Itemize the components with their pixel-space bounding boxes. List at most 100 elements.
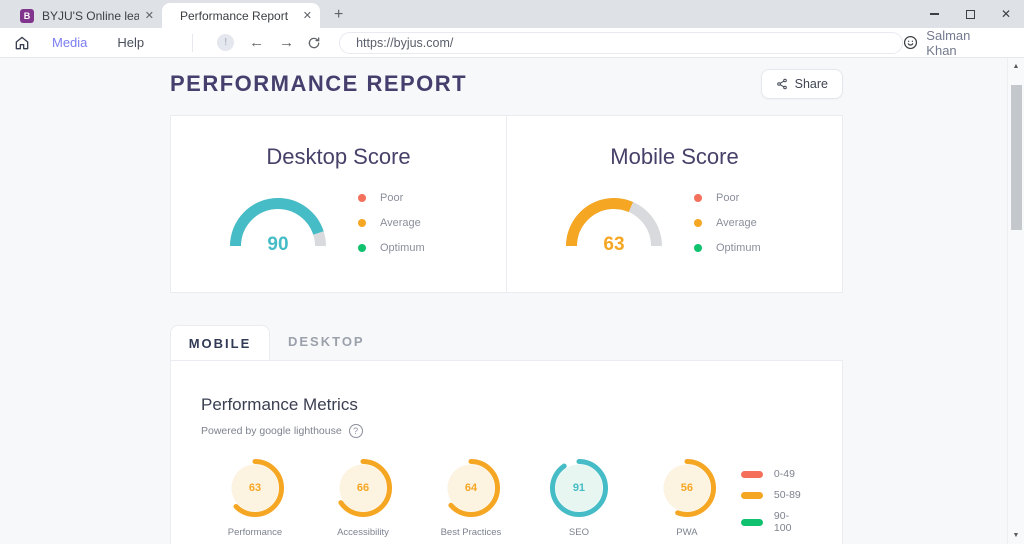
gauge-value: 91 xyxy=(572,482,586,494)
gauge-value: 63 xyxy=(603,234,625,255)
range-poor-pill-icon xyxy=(740,470,763,478)
card-title: Mobile Score xyxy=(610,144,739,169)
legend-item: Poor xyxy=(694,192,761,204)
desktop-score-card: Desktop Score 90 Poor xyxy=(170,115,507,293)
menu-item-help[interactable]: Help xyxy=(117,35,145,50)
maximize-icon xyxy=(965,9,975,19)
best-practices-gauge: 64 xyxy=(441,458,501,518)
legend-item: 0-49 xyxy=(740,468,806,480)
forward-button[interactable]: → xyxy=(279,34,295,51)
pwa-gauge: 56 xyxy=(657,458,717,518)
url-text: https://byjus.com/ xyxy=(356,35,454,50)
share-icon xyxy=(776,78,788,90)
close-window-button[interactable]: ✕ xyxy=(1000,7,1012,21)
vertical-scrollbar[interactable]: ▲ ▼ xyxy=(1007,58,1024,544)
metric-label: SEO xyxy=(568,527,589,538)
menu-item-media[interactable]: Media xyxy=(52,35,88,50)
scroll-down-icon[interactable]: ▼ xyxy=(1012,532,1020,539)
home-icon[interactable] xyxy=(14,35,30,51)
legend-item: 90-100 xyxy=(740,510,806,534)
metric-label: Best Practices xyxy=(440,527,502,538)
legend-label: Optimum xyxy=(716,242,761,254)
metric-label: Performance xyxy=(227,527,283,538)
metric-pwa: 56 PWA xyxy=(633,458,741,538)
scroll-up-icon[interactable]: ▲ xyxy=(1012,63,1020,70)
metric-seo: 91 SEO xyxy=(525,458,633,538)
gauge-value: 56 xyxy=(680,482,694,494)
gauge-value: 64 xyxy=(464,482,478,494)
powered-by-text: Powered by google lighthouse xyxy=(201,425,342,437)
device-tabs: MOBILE DESKTOP xyxy=(170,325,843,360)
report-header: PERFORMANCE REPORT Share xyxy=(170,69,843,99)
tab-desktop[interactable]: DESKTOP xyxy=(288,334,365,349)
page-content: PERFORMANCE REPORT Share Desktop Score xyxy=(0,58,1007,544)
share-button[interactable]: Share xyxy=(760,69,843,99)
minimize-button[interactable] xyxy=(916,0,952,28)
desktop-score-gauge: 90 xyxy=(228,194,328,255)
window-controls: ✕ xyxy=(916,0,1024,28)
new-tab-button[interactable]: + xyxy=(334,6,344,23)
account-area[interactable]: Salman Khan xyxy=(903,28,1010,58)
legend-item: 50-89 xyxy=(740,489,806,501)
average-dot-icon xyxy=(358,219,366,227)
browser-tab-bar: B BYJU'S Online learnin ✕ Performance Re… xyxy=(0,0,1024,28)
legend-item: Average xyxy=(694,217,761,229)
mobile-score-card: Mobile Score 63 Poor xyxy=(506,115,843,293)
metric-label: PWA xyxy=(676,527,698,538)
legend-item: Poor xyxy=(358,192,425,204)
tab-byjus-online-learning[interactable]: B BYJU'S Online learnin ✕ xyxy=(10,3,162,28)
legend-label: Poor xyxy=(716,192,740,204)
range-legend: 0-49 50-89 90-100 xyxy=(740,458,806,534)
help-icon[interactable]: ? xyxy=(348,424,363,438)
mobile-score-gauge: 63 xyxy=(564,194,664,255)
tab-mobile[interactable]: MOBILE xyxy=(170,325,270,360)
performance-metrics-card: Performance Metrics Powered by google li… xyxy=(170,360,843,544)
score-cards-row: Desktop Score 90 Poor xyxy=(170,115,843,293)
metrics-heading: Performance Metrics xyxy=(201,395,358,414)
card-title: Desktop Score xyxy=(266,144,411,169)
gauge-value: 90 xyxy=(267,234,289,255)
byjus-favicon-icon: B xyxy=(20,8,34,23)
metrics-subheading: Powered by google lighthouse ? xyxy=(201,424,842,438)
address-bar[interactable]: https://byjus.com/ xyxy=(339,31,904,54)
browser-toolbar: Media Help ! ← → https://byjus.com/ xyxy=(0,28,1024,58)
legend-item: Average xyxy=(358,217,425,229)
legend-label: 0-49 xyxy=(773,468,795,480)
gauge-value: 66 xyxy=(356,482,370,494)
legend-label: Average xyxy=(380,217,421,229)
legend-label: Poor xyxy=(380,192,404,204)
legend-label: Optimum xyxy=(380,242,425,254)
poor-dot-icon xyxy=(358,194,366,202)
gauge-legend: Poor Average Optimum xyxy=(694,192,761,254)
back-button[interactable]: ← xyxy=(249,34,265,51)
range-optimum-pill-icon xyxy=(740,518,763,526)
poor-dot-icon xyxy=(694,194,702,202)
info-icon[interactable]: ! xyxy=(217,34,235,51)
performance-gauge: 63 xyxy=(225,458,285,518)
tab-performance-report[interactable]: Performance Report ✕ xyxy=(162,3,320,28)
average-dot-icon xyxy=(694,219,702,227)
legend-label: Average xyxy=(716,217,757,229)
metric-performance: 63 Performance xyxy=(201,458,309,538)
close-tab-icon[interactable]: ✕ xyxy=(302,10,312,22)
close-tab-icon[interactable]: ✕ xyxy=(144,10,154,22)
toolbar-divider xyxy=(192,33,194,52)
optimum-dot-icon xyxy=(358,244,366,252)
legend-item: Optimum xyxy=(358,242,425,254)
share-label: Share xyxy=(794,77,828,91)
legend-label: 50-89 xyxy=(773,489,801,501)
tab-title: BYJU'S Online learnin xyxy=(42,8,139,23)
accessibility-gauge: 66 xyxy=(333,458,393,518)
scrollbar-thumb[interactable] xyxy=(1011,85,1022,230)
optimum-dot-icon xyxy=(694,244,702,252)
metric-label: Accessibility xyxy=(337,527,389,538)
metric-accessibility: 66 Accessibility xyxy=(309,458,417,538)
avatar-icon xyxy=(903,35,918,50)
range-average-pill-icon xyxy=(740,491,763,499)
maximize-button[interactable] xyxy=(952,0,988,28)
legend-label: 90-100 xyxy=(773,510,792,534)
gauge-value: 63 xyxy=(248,482,262,494)
refresh-button[interactable] xyxy=(307,36,321,50)
gauge-legend: Poor Average Optimum xyxy=(358,192,425,254)
